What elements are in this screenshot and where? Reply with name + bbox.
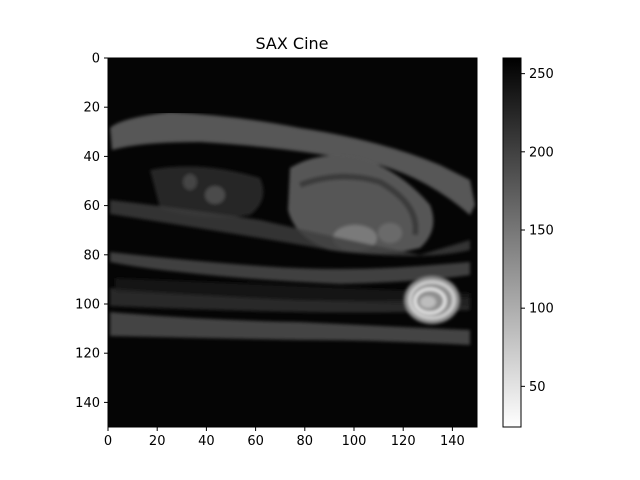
y-tick-label: 80 — [83, 248, 100, 263]
myocardium-ring — [298, 173, 419, 236]
y-tick-label: 120 — [75, 347, 100, 362]
x-tick-label: 40 — [198, 434, 215, 449]
x-tick-label: 140 — [440, 434, 465, 449]
y-tick-label: 20 — [83, 101, 100, 116]
y-tick-label: 100 — [75, 298, 100, 313]
abdominal-fat-band — [110, 288, 470, 313]
y-tick-label: 40 — [83, 150, 100, 165]
x-tick-label: 0 — [104, 434, 112, 449]
image-axes-frame — [107, 57, 478, 428]
vessel-blob-2 — [183, 174, 197, 190]
colorbar-axis: 50 100 150 200 250 — [521, 67, 554, 395]
bright-artifact — [404, 276, 460, 324]
posterior-wall — [110, 312, 470, 345]
colorbar-frame — [502, 57, 522, 428]
lower-noise-region — [108, 350, 477, 427]
x-axis: 0 20 40 60 80 100 120 140 — [104, 427, 465, 449]
y-tick-label: 140 — [75, 396, 100, 411]
colorbar-gradient — [503, 58, 521, 427]
x-tick-label: 20 — [149, 434, 166, 449]
diaphragm-band — [110, 200, 470, 256]
colorbar-tick-label: 50 — [529, 380, 546, 395]
x-tick-label: 100 — [342, 434, 367, 449]
ventricle-right — [378, 223, 402, 243]
subcutaneous-band — [110, 252, 470, 284]
y-axis: 0 20 40 60 80 100 120 140 — [75, 52, 108, 411]
colorbar-tick-label: 250 — [529, 67, 554, 82]
mri-image — [108, 58, 477, 427]
y-tick-label: 0 — [92, 52, 100, 67]
colorbar-tick-label: 150 — [529, 223, 554, 238]
vessel-blob-1 — [205, 186, 225, 204]
x-tick-label: 120 — [391, 434, 416, 449]
colorbar-tick-label: 200 — [529, 145, 554, 160]
outer-body-wall — [110, 112, 475, 215]
chart-title: SAX Cine — [255, 34, 328, 53]
y-tick-label: 60 — [83, 199, 100, 214]
x-tick-label: 60 — [247, 434, 264, 449]
x-tick-label: 80 — [297, 434, 314, 449]
colorbar-tick-label: 100 — [529, 302, 554, 317]
upper-noise-region — [108, 58, 477, 113]
